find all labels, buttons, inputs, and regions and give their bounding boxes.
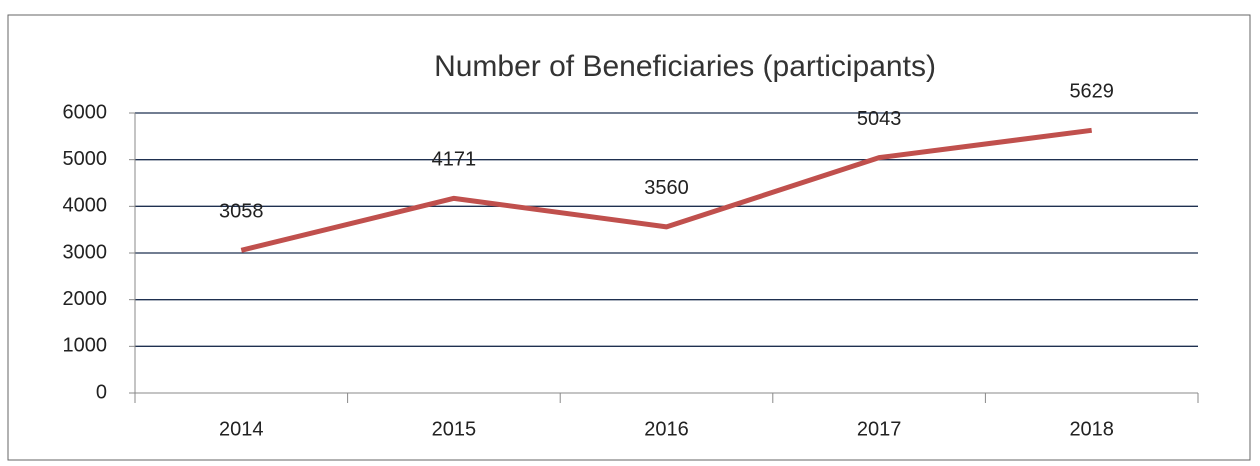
- y-tick-label: 2000: [63, 288, 108, 310]
- data-label: 5629: [1069, 81, 1114, 103]
- data-label: 4171: [432, 149, 477, 171]
- y-tick-label: 4000: [63, 195, 108, 217]
- data-label: 3058: [219, 201, 264, 223]
- y-tick-label: 3000: [63, 241, 108, 263]
- x-tick-label: 2018: [1069, 418, 1114, 440]
- y-tick-label: 5000: [63, 148, 108, 170]
- data-label: 5043: [857, 108, 902, 130]
- y-tick-label: 0: [96, 381, 107, 403]
- y-tick-label: 1000: [63, 335, 108, 357]
- chart-border: [7, 14, 1251, 461]
- x-tick-label: 2016: [644, 418, 689, 440]
- x-tick-label: 2017: [857, 418, 902, 440]
- y-tick-label: 6000: [63, 101, 108, 123]
- chart-title: Number of Beneficiaries (participants): [434, 50, 936, 83]
- data-line: [240, 127, 1093, 253]
- data-label: 3560: [644, 177, 689, 199]
- x-tick-label: 2014: [219, 418, 264, 440]
- x-tick-label: 2015: [432, 418, 477, 440]
